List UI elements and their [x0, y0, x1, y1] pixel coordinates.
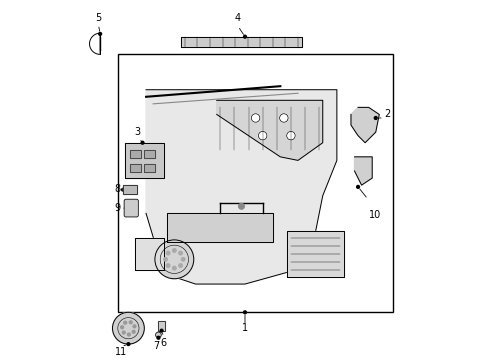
- Text: 5: 5: [95, 13, 101, 23]
- Circle shape: [122, 188, 124, 191]
- FancyBboxPatch shape: [124, 199, 138, 217]
- Polygon shape: [351, 107, 379, 143]
- Text: 1: 1: [242, 323, 248, 333]
- Circle shape: [156, 332, 161, 338]
- Circle shape: [287, 131, 295, 140]
- Circle shape: [127, 333, 130, 336]
- Circle shape: [132, 330, 135, 333]
- Text: 10: 10: [368, 210, 381, 220]
- Circle shape: [374, 117, 377, 120]
- Circle shape: [160, 329, 163, 332]
- Circle shape: [166, 264, 170, 267]
- Polygon shape: [146, 90, 337, 284]
- Polygon shape: [135, 238, 164, 270]
- Circle shape: [280, 114, 288, 122]
- Circle shape: [357, 185, 360, 188]
- Circle shape: [121, 326, 123, 329]
- Text: 4: 4: [235, 13, 241, 23]
- Circle shape: [244, 311, 246, 314]
- Circle shape: [129, 321, 132, 324]
- Circle shape: [124, 321, 126, 324]
- Text: 8: 8: [115, 184, 121, 194]
- Circle shape: [239, 203, 245, 209]
- Circle shape: [179, 264, 182, 267]
- Bar: [130, 150, 141, 158]
- Circle shape: [155, 240, 194, 279]
- Bar: [144, 150, 155, 158]
- Bar: [158, 321, 165, 331]
- Polygon shape: [167, 213, 273, 242]
- Text: 9: 9: [115, 203, 121, 213]
- Polygon shape: [181, 37, 301, 47]
- Bar: [144, 150, 155, 158]
- Circle shape: [172, 249, 176, 252]
- Polygon shape: [288, 231, 344, 277]
- Circle shape: [124, 207, 127, 210]
- Circle shape: [113, 312, 144, 344]
- Circle shape: [166, 251, 170, 255]
- Text: 11: 11: [115, 347, 127, 357]
- Bar: [130, 164, 141, 172]
- Text: 2: 2: [385, 109, 391, 120]
- Bar: [118, 54, 393, 312]
- Polygon shape: [355, 157, 372, 185]
- Circle shape: [133, 325, 136, 328]
- Text: 7: 7: [153, 341, 159, 351]
- Circle shape: [251, 114, 260, 122]
- Bar: [144, 164, 155, 172]
- Polygon shape: [217, 100, 323, 161]
- Circle shape: [141, 141, 144, 144]
- Circle shape: [164, 257, 167, 261]
- Circle shape: [179, 251, 182, 255]
- Bar: [123, 185, 137, 194]
- Circle shape: [172, 266, 176, 270]
- Text: 6: 6: [161, 338, 167, 348]
- Circle shape: [258, 131, 267, 140]
- Bar: [144, 164, 155, 172]
- Bar: [130, 150, 141, 158]
- Polygon shape: [125, 143, 164, 178]
- Circle shape: [181, 257, 185, 261]
- Bar: [130, 164, 141, 172]
- Circle shape: [244, 35, 246, 38]
- Bar: [123, 185, 137, 194]
- Circle shape: [122, 331, 125, 334]
- Circle shape: [127, 343, 130, 346]
- Circle shape: [98, 32, 101, 35]
- Bar: [158, 321, 165, 331]
- Circle shape: [157, 336, 160, 339]
- Text: 3: 3: [134, 127, 140, 138]
